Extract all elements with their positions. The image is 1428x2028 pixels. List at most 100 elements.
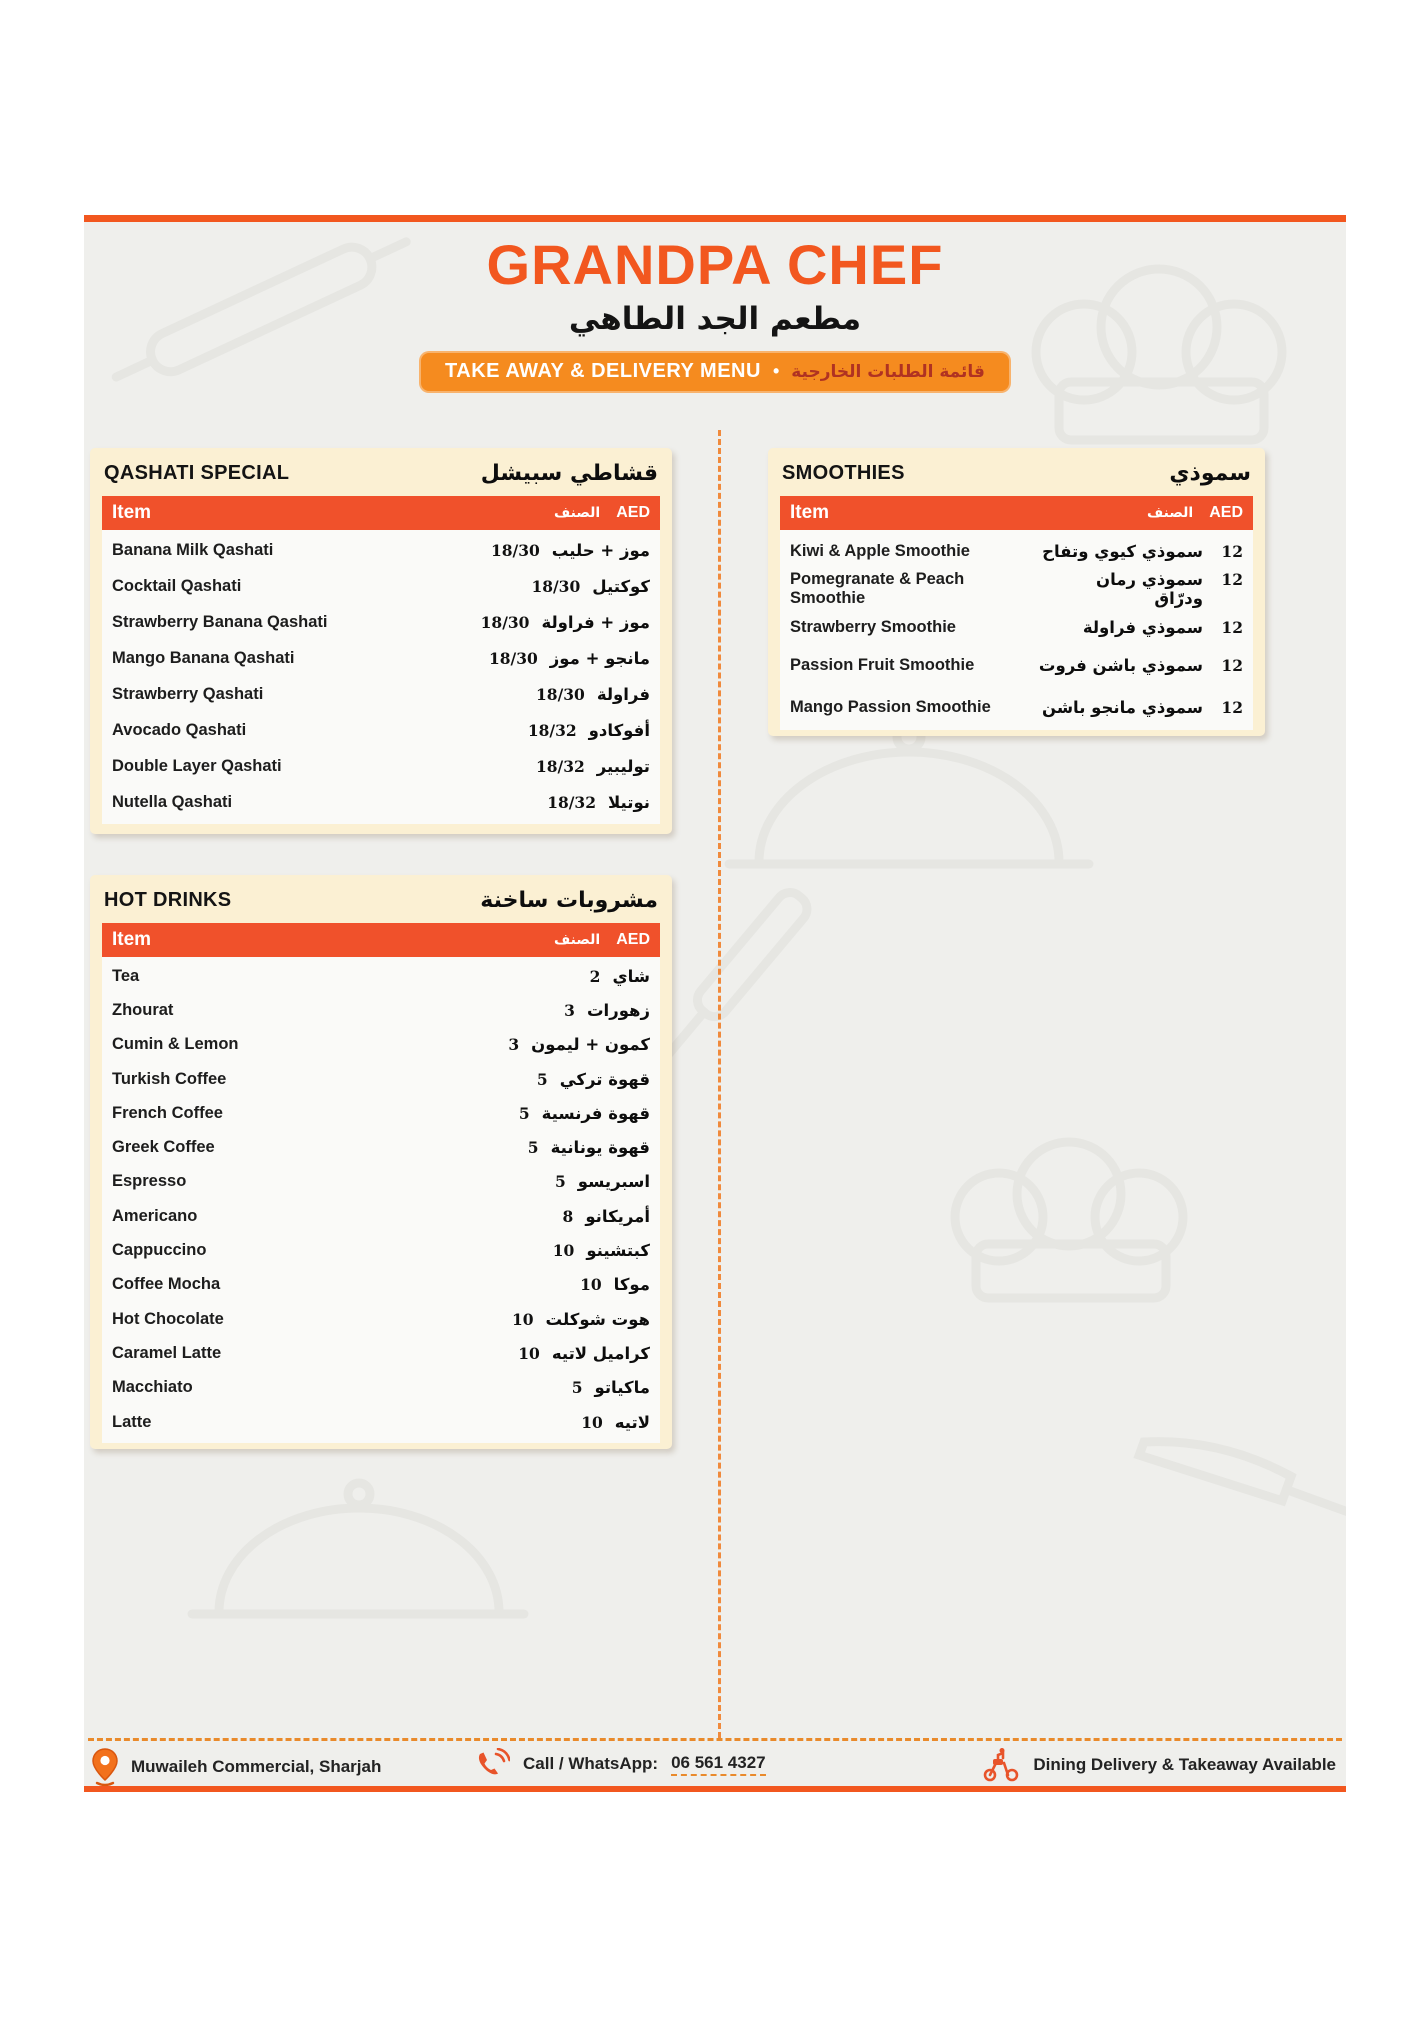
footer-location: Muwaileh Commercial, Sharjah (92, 1748, 381, 1786)
item-name-en: Americano (112, 1206, 198, 1225)
item-name-ar: كوكتيل (592, 576, 650, 596)
table-header-right: الصنف AED (554, 931, 650, 949)
section-title-row: SMOOTHIES سموذي (768, 448, 1265, 496)
item-price: 18/32 (535, 756, 585, 776)
menu-row: Nutella Qashati 18/32 نوتيلا (112, 784, 650, 820)
item-name-en: Banana Milk Qashati (112, 540, 274, 559)
item-price-group: سموذي رمان ودرّاق 12 (1043, 570, 1243, 608)
menu-row: Turkish Coffee 5 قهوة تركي (112, 1062, 650, 1096)
menu-row: Strawberry Banana Qashati 18/30 موز + فراو… (112, 604, 650, 640)
item-name-ar: نوتيلا (608, 792, 650, 812)
table-header-bar: Item الصنف AED (102, 496, 660, 530)
item-price: 5 (554, 1172, 566, 1192)
item-name-en: Kiwi & Apple Smoothie (790, 541, 970, 560)
item-price: 12 (1221, 655, 1243, 675)
item-name-en: Avocado Qashati (112, 720, 247, 739)
column-aed-label: AED (616, 931, 650, 948)
item-name-ar: لاتيه (614, 1412, 650, 1432)
item-price-group: سموذي مانجو باشن 12 (1042, 698, 1243, 717)
menu-row: Mango Passion Smoothie سموذي مانجو باشن 12 (790, 688, 1243, 726)
menu-row: Coffee Mocha 10 موكا (112, 1268, 650, 1302)
item-price: 5 (518, 1103, 530, 1123)
table-header-bar: Item الصنف AED (780, 496, 1253, 530)
section-table: Item الصنف AED Tea 2 شاي Zhourat 3 زهورات Cumi… (102, 923, 660, 1444)
banner-text-ar: قائمة الطلبات الخارجية (791, 361, 985, 382)
item-name-ar: سموذي رمان ودرّاق (1096, 570, 1203, 608)
item-price-group: 5 اسبريسو (555, 1172, 650, 1191)
column-aed-label: AED (616, 504, 650, 521)
item-name-ar: موكا (613, 1275, 650, 1295)
phone-icon (478, 1748, 510, 1775)
item-name-en: Mango Passion Smoothie (790, 697, 991, 716)
section-smoothies: SMOOTHIES سموذي Item الصنف AED Kiwi & Ap… (768, 448, 1265, 736)
location-pin-icon (92, 1748, 118, 1786)
menu-row: Americano 8 أمريكانو (112, 1199, 650, 1233)
item-name-en: Cappuccino (112, 1241, 207, 1260)
top-rule (84, 215, 1346, 222)
item-price-group: 18/32 نوتيلا (547, 793, 650, 812)
delivery-text: Dining Delivery & Takeaway Available (1033, 1755, 1336, 1774)
section-title-ar: سموذي (1169, 460, 1251, 486)
item-name-ar: ماكياتو (594, 1378, 650, 1398)
item-price-group: 18/30 موز + حليب (491, 541, 650, 560)
menu-row: Cocktail Qashati 18/30 كوكتيل (112, 568, 650, 604)
banner-bullet: • (772, 361, 780, 382)
item-name-en: Zhourat (112, 1000, 174, 1019)
item-price-group: 18/32 أفوكادو (528, 721, 650, 740)
menu-row: Banana Milk Qashati 18/30 موز + حليب (112, 532, 650, 568)
item-price-group: 8 أمريكانو (563, 1207, 650, 1226)
item-price: 18/32 (547, 792, 596, 812)
item-name-en: Passion Fruit Smoothie (790, 655, 975, 674)
item-price: 12 (1221, 570, 1243, 589)
bottom-rule (84, 1786, 1346, 1792)
item-price-group: 18/30 موز + فراولة (481, 613, 650, 632)
cloche-icon (187, 1478, 529, 1619)
item-price-group: 18/30 مانجو + موز (489, 649, 650, 668)
menu-rows: Kiwi & Apple Smoothie سموذي كيوي وتفاح 12 P… (780, 530, 1253, 730)
item-name-ar: مانجو + موز (549, 648, 650, 668)
column-name-ar-label: الصنف (553, 505, 601, 521)
menu-row: Cumin & Lemon 3 كمون + ليمون (112, 1028, 650, 1062)
item-name-ar: سموذي كيوي وتفاح (1042, 541, 1203, 561)
item-name-ar: كمون + ليمون (531, 1035, 650, 1055)
section-title-en: QASHATI SPECIAL (104, 461, 290, 484)
item-name-en: Pomegranate & Peach Smoothie (790, 570, 965, 607)
item-price: 12 (1221, 541, 1243, 561)
item-name-ar: سموذي باشن فروت (1038, 655, 1203, 675)
section-title-en: SMOOTHIES (782, 461, 905, 484)
menu-row: Greek Coffee 5 قهوة يونانية (112, 1130, 650, 1164)
item-price-group: 3 كمون + ليمون (508, 1035, 650, 1054)
item-name-en: Cocktail Qashati (112, 576, 242, 595)
menu-rows: Tea 2 شاي Zhourat 3 زهورات Cumin & Lemon 3 كمون … (102, 957, 660, 1443)
menu-row: Zhourat 3 زهورات (112, 993, 650, 1027)
menu-row: Strawberry Qashati 18/30 فراولة (112, 676, 650, 712)
kitchen-watermark-art (111, 237, 1346, 1619)
item-name-ar: كراميل لاتيه (551, 1343, 650, 1363)
menu-row: Avocado Qashati 18/32 أفوكادو (112, 712, 650, 748)
item-price-group: سموذي باشن فروت 12 (1039, 656, 1243, 675)
item-price-group: 5 قهوة يونانية (528, 1138, 650, 1157)
item-name-ar: توليبير (596, 756, 650, 776)
item-name-en: Macchiato (112, 1378, 193, 1397)
column-item-label: Item (112, 929, 152, 950)
column-name-ar-label: الصنف (553, 932, 601, 948)
item-name-ar: قهوة تركي (559, 1069, 650, 1089)
menu-rows: Banana Milk Qashati 18/30 موز + حليب Cockta… (102, 530, 660, 824)
section-title-row: QASHATI SPECIAL قشاطي سبيشل (90, 448, 672, 496)
item-name-en: Caramel Latte (112, 1343, 222, 1362)
item-price: 10 (581, 1412, 603, 1432)
item-price: 12 (1221, 617, 1243, 637)
item-price-group: 5 قهوة فرنسية (519, 1104, 650, 1123)
item-name-ar: زهورات (586, 1000, 650, 1020)
item-name-en: Strawberry Banana Qashati (112, 612, 328, 631)
table-header-right: الصنف AED (1147, 504, 1243, 522)
table-header-right: الصنف AED (554, 504, 650, 522)
chef-hat-icon (950, 1137, 1188, 1303)
item-name-en: Greek Coffee (112, 1138, 215, 1157)
menu-row: Strawberry Smoothie سموذي فراولة 12 (790, 608, 1243, 646)
item-price: 5 (527, 1138, 539, 1158)
item-name-ar: موز + حليب (551, 540, 650, 560)
restaurant-name: GRANDPA CHEF (486, 233, 944, 296)
item-name-ar: أفوكادو (588, 720, 650, 740)
footer-call: Call / WhatsApp: 06 561 4327 (476, 1748, 766, 1780)
